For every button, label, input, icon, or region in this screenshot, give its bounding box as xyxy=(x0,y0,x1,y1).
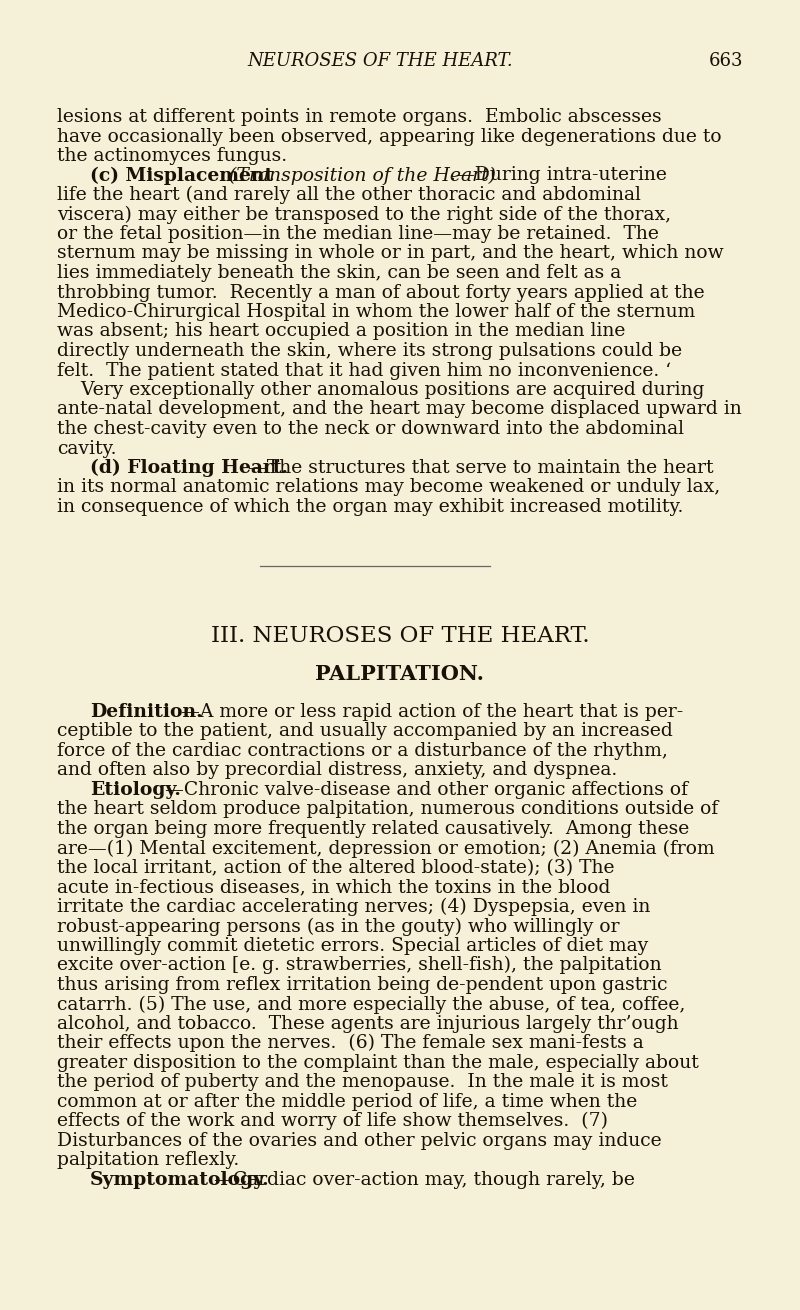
Text: life the heart (and rarely all the other thoracic and abdominal: life the heart (and rarely all the other… xyxy=(57,186,641,204)
Text: alcohol, and tobacco.  These agents are injurious largely thr’ough: alcohol, and tobacco. These agents are i… xyxy=(57,1015,678,1032)
Text: (c) Misplacement: (c) Misplacement xyxy=(90,166,274,185)
Text: NEUROSES OF THE HEART.: NEUROSES OF THE HEART. xyxy=(247,52,513,69)
Text: (Transposition of the Heart): (Transposition of the Heart) xyxy=(222,166,496,185)
Text: throbbing tumor.  Recently a man of about forty years applied at the: throbbing tumor. Recently a man of about… xyxy=(57,283,705,301)
Text: —The structures that serve to maintain the heart: —The structures that serve to maintain t… xyxy=(248,458,714,477)
Text: unwillingly commit dietetic errors. Special articles of diet may: unwillingly commit dietetic errors. Spec… xyxy=(57,937,648,955)
Text: .—During intra-uterine: .—During intra-uterine xyxy=(450,166,667,185)
Text: —Cardiac over-action may, though rarely, be: —Cardiac over-action may, though rarely,… xyxy=(214,1171,635,1188)
Text: are—(1) Mental excitement, depression or emotion; (2) Anemia (from: are—(1) Mental excitement, depression or… xyxy=(57,840,714,858)
Text: effects of the work and worry of life show themselves.  (7): effects of the work and worry of life sh… xyxy=(57,1112,608,1131)
Text: felt.  The patient stated that it had given him no inconvenience. ‘: felt. The patient stated that it had giv… xyxy=(57,362,671,380)
Text: Definition.: Definition. xyxy=(90,702,202,721)
Text: excite over-action [e. g. strawberries, shell-fish), the palpitation: excite over-action [e. g. strawberries, … xyxy=(57,956,662,975)
Text: palpitation reflexly.: palpitation reflexly. xyxy=(57,1151,239,1170)
Text: directly underneath the skin, where its strong pulsations could be: directly underneath the skin, where its … xyxy=(57,342,682,360)
Text: in its normal anatomic relations may become weakened or unduly lax,: in its normal anatomic relations may bec… xyxy=(57,478,720,496)
Text: common at or after the middle period of life, a time when the: common at or after the middle period of … xyxy=(57,1093,638,1111)
Text: (d) Floating Heart.: (d) Floating Heart. xyxy=(90,458,288,477)
Text: robust-appearing persons (as in the gouty) who willingly or: robust-appearing persons (as in the gout… xyxy=(57,917,619,935)
Text: ceptible to the patient, and usually accompanied by an increased: ceptible to the patient, and usually acc… xyxy=(57,722,673,740)
Text: III. NEUROSES OF THE HEART.: III. NEUROSES OF THE HEART. xyxy=(210,625,590,647)
Text: viscera) may either be transposed to the right side of the thorax,: viscera) may either be transposed to the… xyxy=(57,206,671,224)
Text: Medico-Chirurgical Hospital in whom the lower half of the sternum: Medico-Chirurgical Hospital in whom the … xyxy=(57,303,695,321)
Text: the chest-cavity even to the neck or downward into the abdominal: the chest-cavity even to the neck or dow… xyxy=(57,421,684,438)
Text: Very exceptionally other anomalous positions are acquired during: Very exceptionally other anomalous posit… xyxy=(57,381,704,400)
Text: the period of puberty and the menopause.  In the male it is most: the period of puberty and the menopause.… xyxy=(57,1073,668,1091)
Text: Disturbances of the ovaries and other pelvic organs may induce: Disturbances of the ovaries and other pe… xyxy=(57,1132,662,1150)
Text: Symptomatology.: Symptomatology. xyxy=(90,1171,270,1188)
Text: force of the cardiac contractions or a disturbance of the rhythm,: force of the cardiac contractions or a d… xyxy=(57,741,668,760)
Text: sternum may be missing in whole or in part, and the heart, which now: sternum may be missing in whole or in pa… xyxy=(57,245,724,262)
Text: greater disposition to the complaint than the male, especially about: greater disposition to the complaint tha… xyxy=(57,1053,698,1072)
Text: irritate the cardiac accelerating nerves; (4) Dyspepsia, even in: irritate the cardiac accelerating nerves… xyxy=(57,897,650,916)
Text: have occasionally been observed, appearing like degenerations due to: have occasionally been observed, appeari… xyxy=(57,127,722,145)
Text: ante-natal development, and the heart may become displaced upward in: ante-natal development, and the heart ma… xyxy=(57,401,742,418)
Text: —A more or less rapid action of the heart that is per-: —A more or less rapid action of the hear… xyxy=(182,702,683,721)
Text: the actinomyces fungus.: the actinomyces fungus. xyxy=(57,147,287,165)
Text: or the fetal position—in the median line—may be retained.  The: or the fetal position—in the median line… xyxy=(57,225,659,242)
Text: and often also by precordial distress, anxiety, and dyspnea.: and often also by precordial distress, a… xyxy=(57,761,618,779)
Text: was absent; his heart occupied a position in the median line: was absent; his heart occupied a positio… xyxy=(57,322,626,341)
Text: cavity.: cavity. xyxy=(57,439,117,457)
Text: catarrh. (5) The use, and more especially the abuse, of tea, coffee,: catarrh. (5) The use, and more especiall… xyxy=(57,996,686,1014)
Text: their effects upon the nerves.  (6) The female sex mani-fests a: their effects upon the nerves. (6) The f… xyxy=(57,1035,644,1052)
Text: thus arising from reflex irritation being de-pendent upon gastric: thus arising from reflex irritation bein… xyxy=(57,976,667,994)
Text: 663: 663 xyxy=(709,52,743,69)
Text: in consequence of which the organ may exhibit increased motility.: in consequence of which the organ may ex… xyxy=(57,498,683,516)
Text: —Chronic valve-disease and other organic affections of: —Chronic valve-disease and other organic… xyxy=(165,781,688,799)
Text: acute in-fectious diseases, in which the toxins in the blood: acute in-fectious diseases, in which the… xyxy=(57,878,610,896)
Text: the local irritant, action of the altered blood-state); (3) The: the local irritant, action of the altere… xyxy=(57,859,614,876)
Text: lesions at different points in remote organs.  Embolic abscesses: lesions at different points in remote or… xyxy=(57,107,662,126)
Text: PALPITATION.: PALPITATION. xyxy=(315,664,485,684)
Text: the heart seldom produce palpitation, numerous conditions outside of: the heart seldom produce palpitation, nu… xyxy=(57,800,718,819)
Text: lies immediately beneath the skin, can be seen and felt as a: lies immediately beneath the skin, can b… xyxy=(57,265,622,282)
Text: the organ being more frequently related causatively.  Among these: the organ being more frequently related … xyxy=(57,820,690,838)
Text: Etiology.: Etiology. xyxy=(90,781,181,799)
